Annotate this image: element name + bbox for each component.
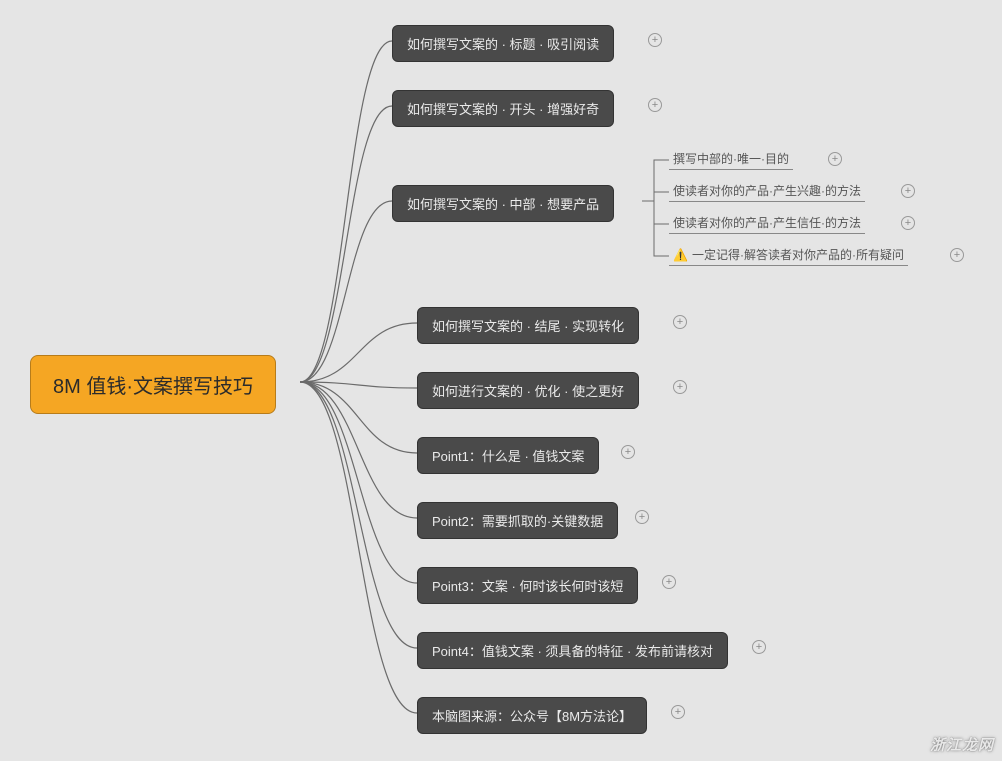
expand-icon-b9[interactable] bbox=[752, 640, 766, 654]
expand-icon-c3[interactable] bbox=[901, 216, 915, 230]
branch-label: Point2：需要抓取的·关键数据 bbox=[432, 511, 603, 530]
branch-label: 如何进行文案的 · 优化 · 使之更好 bbox=[432, 381, 624, 400]
leaf-label: 一定记得·解答读者对你产品的·所有疑问 bbox=[692, 246, 904, 263]
branch-node-b9[interactable]: Point4：值钱文案 · 须具备的特征 · 发布前请核对 bbox=[417, 632, 728, 669]
branch-node-b1[interactable]: 如何撰写文案的 · 标题 · 吸引阅读 bbox=[392, 25, 614, 62]
branch-node-b3[interactable]: 如何撰写文案的 · 中部 · 想要产品 bbox=[392, 185, 614, 222]
branch-label: 如何撰写文案的 · 开头 · 增强好奇 bbox=[407, 99, 599, 118]
expand-icon-c4[interactable] bbox=[950, 248, 964, 262]
leaf-node-c1[interactable]: 撰写中部的·唯一·目的 bbox=[669, 150, 793, 170]
branch-label: 如何撰写文案的 · 中部 · 想要产品 bbox=[407, 194, 599, 213]
branch-node-b7[interactable]: Point2：需要抓取的·关键数据 bbox=[417, 502, 618, 539]
expand-icon-b4[interactable] bbox=[673, 315, 687, 329]
branch-node-b4[interactable]: 如何撰写文案的 · 结尾 · 实现转化 bbox=[417, 307, 639, 344]
leaf-label: 使读者对你的产品·产生信任·的方法 bbox=[673, 214, 861, 231]
watermark: 浙江龙网 bbox=[930, 734, 994, 755]
branch-node-b8[interactable]: Point3：文案 · 何时该长何时该短 bbox=[417, 567, 638, 604]
leaf-node-c4[interactable]: ⚠️ 一定记得·解答读者对你产品的·所有疑问 bbox=[669, 246, 908, 266]
branch-label: Point3：文案 · 何时该长何时该短 bbox=[432, 576, 623, 595]
branch-node-b10[interactable]: 本脑图来源：公众号【8M方法论】 bbox=[417, 697, 647, 734]
branch-label: Point4：值钱文案 · 须具备的特征 · 发布前请核对 bbox=[432, 641, 713, 660]
warning-icon: ⚠️ bbox=[673, 248, 688, 262]
branch-node-b2[interactable]: 如何撰写文案的 · 开头 · 增强好奇 bbox=[392, 90, 614, 127]
expand-icon-b8[interactable] bbox=[662, 575, 676, 589]
expand-icon-b6[interactable] bbox=[621, 445, 635, 459]
leaf-node-c3[interactable]: 使读者对你的产品·产生信任·的方法 bbox=[669, 214, 865, 234]
leaf-label: 撰写中部的·唯一·目的 bbox=[673, 150, 789, 167]
expand-icon-c2[interactable] bbox=[901, 184, 915, 198]
expand-icon-b5[interactable] bbox=[673, 380, 687, 394]
branch-label: Point1：什么是 · 值钱文案 bbox=[432, 446, 584, 465]
branch-label: 如何撰写文案的 · 标题 · 吸引阅读 bbox=[407, 34, 599, 53]
branch-node-b6[interactable]: Point1：什么是 · 值钱文案 bbox=[417, 437, 599, 474]
leaf-node-c2[interactable]: 使读者对你的产品·产生兴趣·的方法 bbox=[669, 182, 865, 202]
leaf-label: 使读者对你的产品·产生兴趣·的方法 bbox=[673, 182, 861, 199]
branch-label: 如何撰写文案的 · 结尾 · 实现转化 bbox=[432, 316, 624, 335]
root-node[interactable]: 8M 值钱·文案撰写技巧 bbox=[30, 355, 276, 414]
expand-icon-b2[interactable] bbox=[648, 98, 662, 112]
expand-icon-b7[interactable] bbox=[635, 510, 649, 524]
branch-node-b5[interactable]: 如何进行文案的 · 优化 · 使之更好 bbox=[417, 372, 639, 409]
expand-icon-b1[interactable] bbox=[648, 33, 662, 47]
expand-icon-c1[interactable] bbox=[828, 152, 842, 166]
branch-label: 本脑图来源：公众号【8M方法论】 bbox=[432, 706, 632, 725]
expand-icon-b10[interactable] bbox=[671, 705, 685, 719]
